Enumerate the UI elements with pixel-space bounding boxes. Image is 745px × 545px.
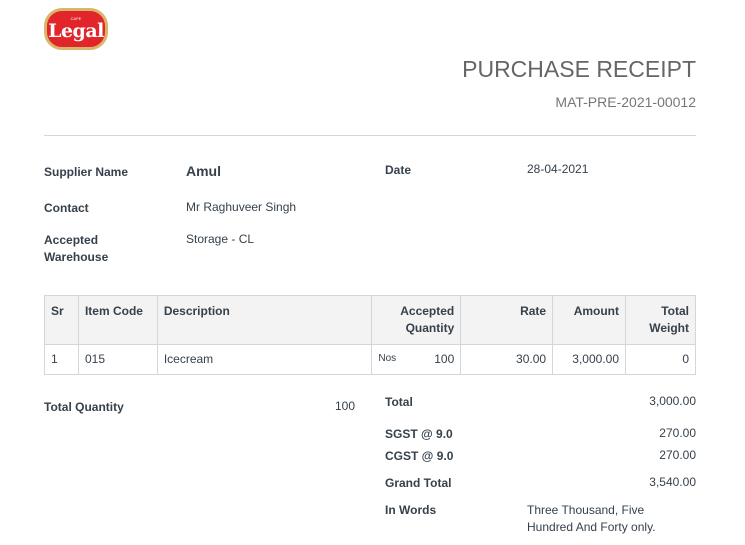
qty: 100 [434, 352, 455, 366]
col-item-code: Item Code [77, 295, 158, 345]
cell-total-weight: 0 [625, 344, 696, 375]
cell-accepted-quantity: Nos 100 [371, 344, 462, 375]
sgst-label: SGST @ 9.0 [385, 427, 453, 441]
grand-total-value: 3,540.00 [649, 475, 696, 489]
col-description: Description [156, 295, 373, 345]
contact-value: Mr Raghuveer Singh [186, 200, 297, 214]
col-sr: Sr [44, 295, 79, 345]
total-quantity-label: Total Quantity [44, 400, 124, 414]
sgst-value: 270.00 [659, 426, 696, 440]
col-total-weight: Total Weight [625, 295, 696, 345]
cell-description: Icecream [156, 344, 373, 375]
cgst-value: 270.00 [659, 448, 696, 462]
total-label: Total [385, 395, 413, 409]
divider [44, 135, 696, 136]
cgst-label: CGST @ 9.0 [385, 449, 454, 463]
cell-amount: 3,000.00 [552, 344, 627, 375]
col-amount: Amount [552, 295, 627, 345]
document-number: MAT-PRE-2021-00012 [555, 94, 696, 110]
items-table: Sr Item Code Description Accepted Quanti… [44, 295, 696, 375]
cell-rate: 30.00 [460, 344, 554, 375]
total-value: 3,000.00 [649, 394, 696, 408]
grand-total-label: Grand Total [385, 476, 452, 490]
in-words-value: Three Thousand, Five Hundred And Forty o… [527, 503, 656, 534]
col-accepted-quantity: Accepted Quantity [371, 295, 462, 345]
in-words-label: In Words [385, 503, 437, 517]
document-title: PURCHASE RECEIPT [462, 56, 696, 82]
contact-label: Contact [44, 201, 89, 215]
warehouse-label: Accepted Warehouse [44, 233, 109, 264]
cell-sr: 1 [44, 344, 79, 375]
date-label: Date [385, 163, 412, 177]
col-rate: Rate [460, 295, 554, 345]
supplier-label: Supplier Name [44, 165, 129, 179]
table-row: 1 015 Icecream Nos 100 30.00 3,000.00 0 [44, 344, 696, 375]
company-logo: CAFE Legal [44, 8, 108, 50]
total-quantity-value: 100 [334, 399, 355, 413]
warehouse-value: Storage - CL [186, 232, 255, 246]
table-header-row: Sr Item Code Description Accepted Quanti… [44, 295, 696, 345]
supplier-value: Amul [186, 163, 221, 179]
uom: Nos [378, 353, 397, 364]
date-value: 28-04-2021 [527, 162, 589, 176]
cell-item-code: 015 [77, 344, 158, 375]
